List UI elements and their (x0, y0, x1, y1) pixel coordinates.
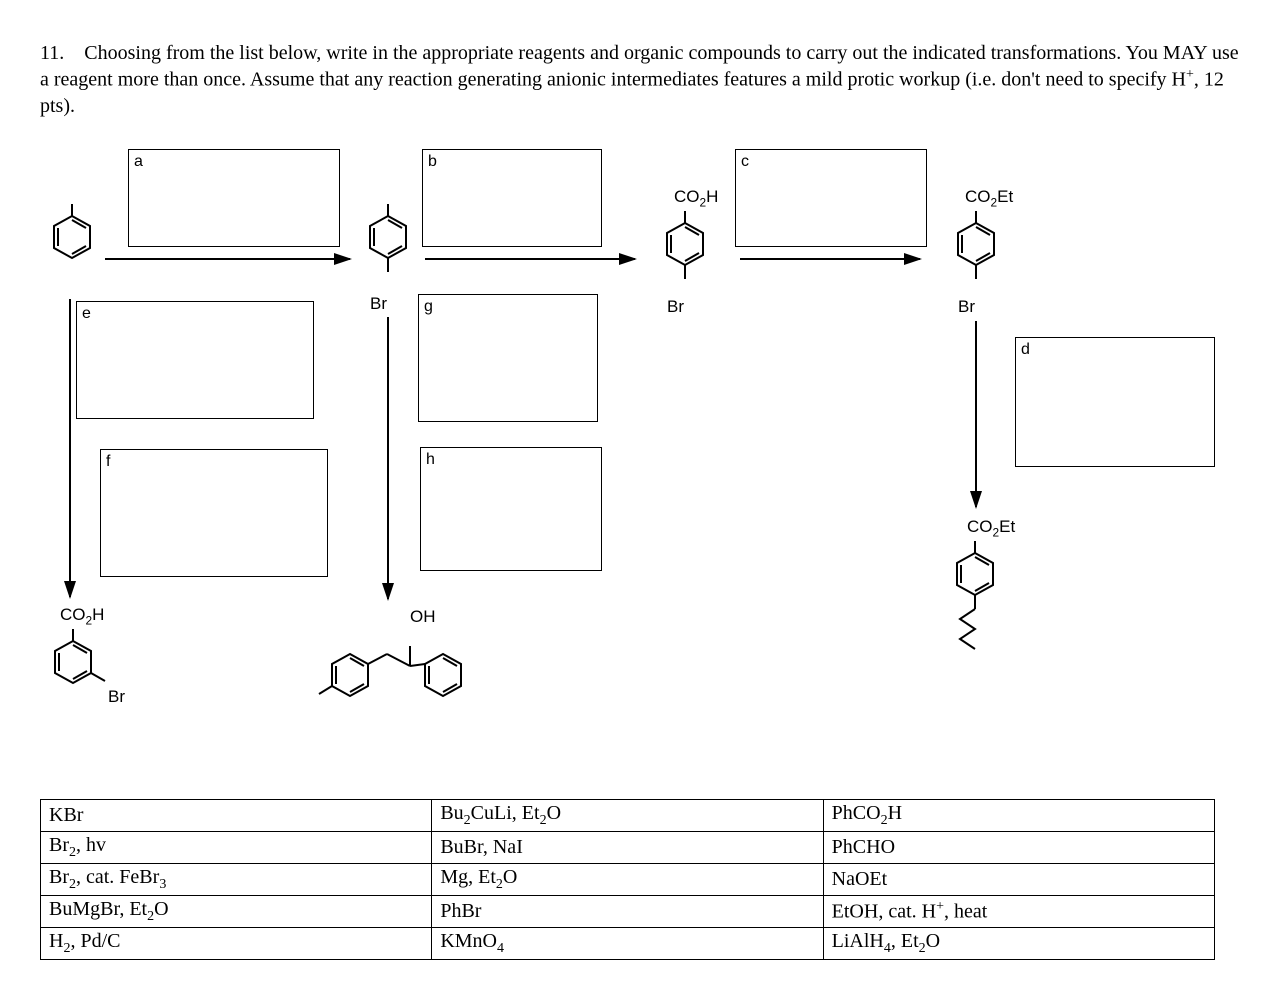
question-number: 11. (40, 42, 64, 64)
answer-box-b[interactable] (422, 149, 602, 247)
br-label-4: Br (108, 687, 125, 707)
reagent-cell: KMnO4 (432, 927, 823, 959)
co2h2-tail: H (92, 605, 104, 624)
mol-p-bromobenzoic-acid (655, 211, 715, 311)
reagent-cell: Bu2CuLi, Et2O (432, 799, 823, 831)
table-row: H2, Pd/C KMnO4 LiAlH4, Et2O (41, 927, 1215, 959)
table-row: BuMgBr, Et2O PhBr EtOH, cat. H+, heat (41, 895, 1215, 927)
table-row: Br2, cat. FeBr3 Mg, Et2O NaOEt (41, 863, 1215, 895)
answer-box-e[interactable] (76, 301, 314, 419)
answer-box-c[interactable] (735, 149, 927, 247)
reagent-cell: LiAlH4, Et2O (823, 927, 1214, 959)
answer-box-d[interactable] (1015, 337, 1215, 467)
mol-p-bromotoluene (358, 204, 418, 304)
co2h2-part: CO (60, 605, 86, 624)
reaction-diagram: a b c d e f g h Br CO2H (40, 139, 1240, 789)
reagent-cell: NaOEt (823, 863, 1214, 895)
label-f: f (106, 453, 110, 471)
co2et-tail: Et (997, 187, 1013, 206)
reagent-cell: PhBr (432, 895, 823, 927)
co2et2-tail: Et (999, 517, 1015, 536)
co2h-label-2: CO2H (60, 605, 104, 627)
reagent-cell: EtOH, cat. H+, heat (823, 895, 1214, 927)
answer-box-a[interactable] (128, 149, 340, 247)
label-c: c (741, 153, 749, 171)
co2h-label-1: CO2H (674, 187, 718, 209)
reagent-cell: BuMgBr, Et2O (41, 895, 432, 927)
answer-box-g[interactable] (418, 294, 598, 422)
mol-toluene-1 (42, 204, 102, 284)
reagent-cell: H2, Pd/C (41, 927, 432, 959)
reagent-cell: PhCO2H (823, 799, 1214, 831)
reagent-cell: Br2, cat. FeBr3 (41, 863, 432, 895)
reagent-cell: Mg, Et2O (432, 863, 823, 895)
co2et2-part: CO (967, 517, 993, 536)
co2et-label-1: CO2Et (965, 187, 1013, 209)
reagent-cell: KBr (41, 799, 432, 831)
label-g: g (424, 298, 433, 316)
label-d: d (1021, 341, 1030, 359)
answer-box-f[interactable] (100, 449, 328, 577)
label-h: h (426, 451, 435, 469)
question-text-a: Choosing from the list below, write in t… (40, 42, 1239, 91)
label-e: e (82, 305, 91, 323)
br-label-2: Br (667, 297, 684, 317)
label-b: b (428, 153, 437, 171)
table-row: Br2, hv BuBr, NaI PhCHO (41, 831, 1215, 863)
label-a: a (134, 153, 143, 171)
mol-diaryl-carbinol (315, 624, 515, 724)
table-row: KBr Bu2CuLi, Et2O PhCO2H (41, 799, 1215, 831)
co2h-part: CO (674, 187, 700, 206)
mol-ethyl-p-butylbenzoate (945, 541, 1045, 681)
reagent-cell: BuBr, NaI (432, 831, 823, 863)
answer-box-h[interactable] (420, 447, 602, 571)
mol-ethyl-p-bromobenzoate (946, 211, 1006, 311)
br-label-1: Br (370, 294, 387, 314)
co2et-label-2: CO2Et (967, 517, 1015, 539)
br-label-3: Br (958, 297, 975, 317)
reagent-cell: PhCHO (823, 831, 1214, 863)
reagent-table: KBr Bu2CuLi, Et2O PhCO2H Br2, hv BuBr, N… (40, 799, 1215, 960)
reagent-cell: Br2, hv (41, 831, 432, 863)
co2h-tail: H (706, 187, 718, 206)
co2et-part: CO (965, 187, 991, 206)
question-prompt: 11. Choosing from the list below, write … (40, 40, 1248, 119)
